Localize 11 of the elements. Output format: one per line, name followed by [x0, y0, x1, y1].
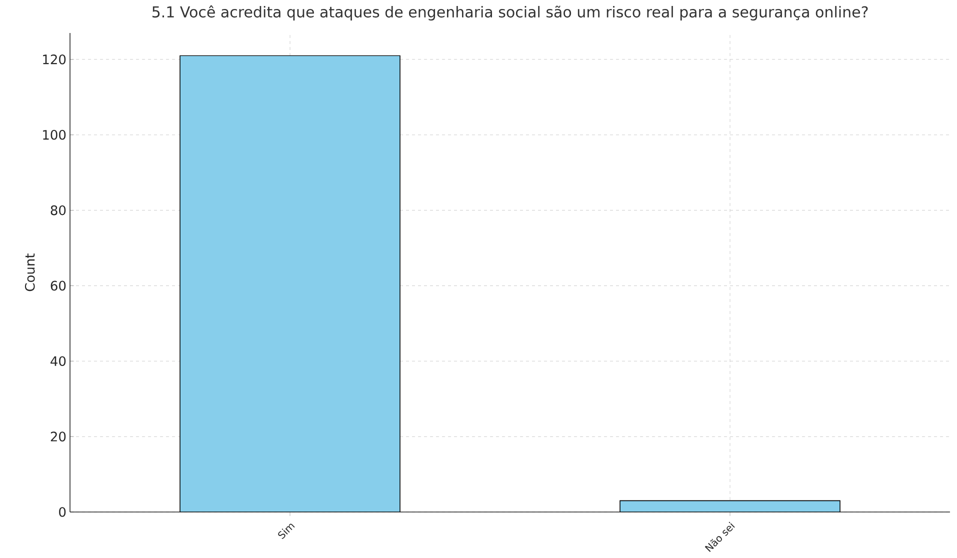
y-tick-label: 100	[43, 130, 66, 140]
y-tick-label: 40	[50, 356, 66, 366]
chart-title: 5.1 Você acredita que ataques de engenharia social são um risco real para a segurança online?	[152, 5, 868, 20]
x-tick-label: Sim	[278, 524, 295, 539]
y-tick-label: 20	[50, 432, 66, 442]
x-tick-label: Não sei	[704, 522, 735, 552]
y-tick-label: 120	[43, 54, 66, 64]
y-tick-label: 80	[50, 205, 66, 216]
y-tick-label: 0	[59, 507, 66, 517]
y-axis-title: Count	[24, 254, 35, 292]
y-tick-label: 60	[50, 280, 66, 291]
